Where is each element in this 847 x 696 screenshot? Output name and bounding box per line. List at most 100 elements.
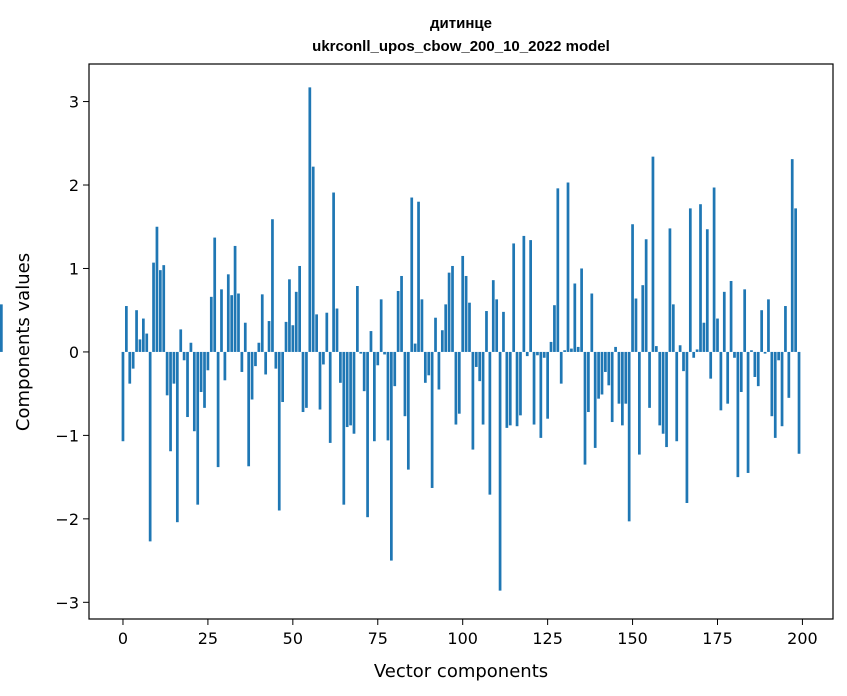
bar [705,229,709,352]
bar [362,351,366,392]
bar [709,351,713,379]
bar [142,318,145,352]
bar [556,188,560,352]
bar [328,351,332,443]
bar [451,265,454,352]
bar [447,272,451,352]
bar [790,159,794,352]
x-tick-label: 0 [118,629,128,648]
bar [267,321,271,352]
chart-subtitle: ukrconll_upos_cbow_200_10_2022 model [312,38,610,55]
bar [155,226,159,352]
bar [699,204,702,352]
plot-frame [88,63,834,620]
bar [478,351,482,382]
bar [587,351,590,413]
bar [135,310,138,352]
y-axis-ticks: −3 −2 −1 0 1 2 3 [55,93,89,612]
bar [165,351,169,396]
bar [209,296,213,352]
bar [644,239,648,352]
bar [186,351,189,418]
bar [651,156,655,352]
bar [274,351,278,369]
bar [753,351,757,377]
bar [638,351,641,455]
bar [621,351,624,426]
bar [145,333,149,352]
bar [373,351,376,442]
bar [519,351,522,416]
bar [339,351,342,383]
bar [430,351,434,488]
bar [230,295,234,352]
x-tick-label: 125 [532,629,563,648]
bar [311,166,315,352]
bar [546,351,549,419]
bar [226,274,230,352]
bar [787,351,791,398]
bar [444,304,448,352]
bar [220,289,223,352]
bar-series [0,87,801,591]
x-axis-label: Vector components [374,661,548,682]
bar [743,289,747,352]
y-tick-label: −2 [55,510,79,529]
bar [413,343,417,352]
bar [369,331,373,352]
bar [661,351,665,434]
bar [237,293,240,352]
bar [379,299,383,352]
bar [0,304,3,352]
bar [284,321,288,352]
bar [654,346,658,352]
bar [400,275,403,352]
bar [576,346,580,352]
bar [434,317,437,352]
bar [634,298,638,352]
bar [196,351,200,505]
bar [515,351,519,427]
bar [746,351,750,473]
bar [597,351,600,399]
bar [356,286,359,352]
bar [722,291,726,352]
bar [199,351,203,392]
x-tick-label: 100 [447,629,478,648]
bar [301,351,305,413]
bar [305,351,308,408]
bar [417,201,420,352]
bar [243,322,247,352]
bar [658,351,662,426]
x-tick-label: 175 [702,629,733,648]
bar [254,351,257,367]
bar [794,208,797,352]
y-tick-label: 0 [69,343,79,362]
bar [756,351,760,387]
bar [474,351,478,367]
bar [570,348,573,352]
bar [593,351,597,448]
bar [349,351,352,426]
bar [332,192,335,352]
bar [172,351,176,384]
bar [671,304,675,352]
bar [223,351,227,381]
bar [403,351,407,417]
bar [257,342,261,352]
bar [393,351,397,387]
bar [240,351,244,372]
bar [152,262,155,352]
bar [277,351,281,511]
bar [522,235,526,352]
bar [712,187,716,352]
y-tick-label: 2 [69,176,79,195]
bar [162,265,166,352]
bar [784,306,787,352]
bar [760,310,764,352]
bar [580,268,583,352]
bar [325,312,329,352]
x-tick-label: 25 [198,629,218,648]
bar [376,351,380,366]
bar [131,351,135,369]
